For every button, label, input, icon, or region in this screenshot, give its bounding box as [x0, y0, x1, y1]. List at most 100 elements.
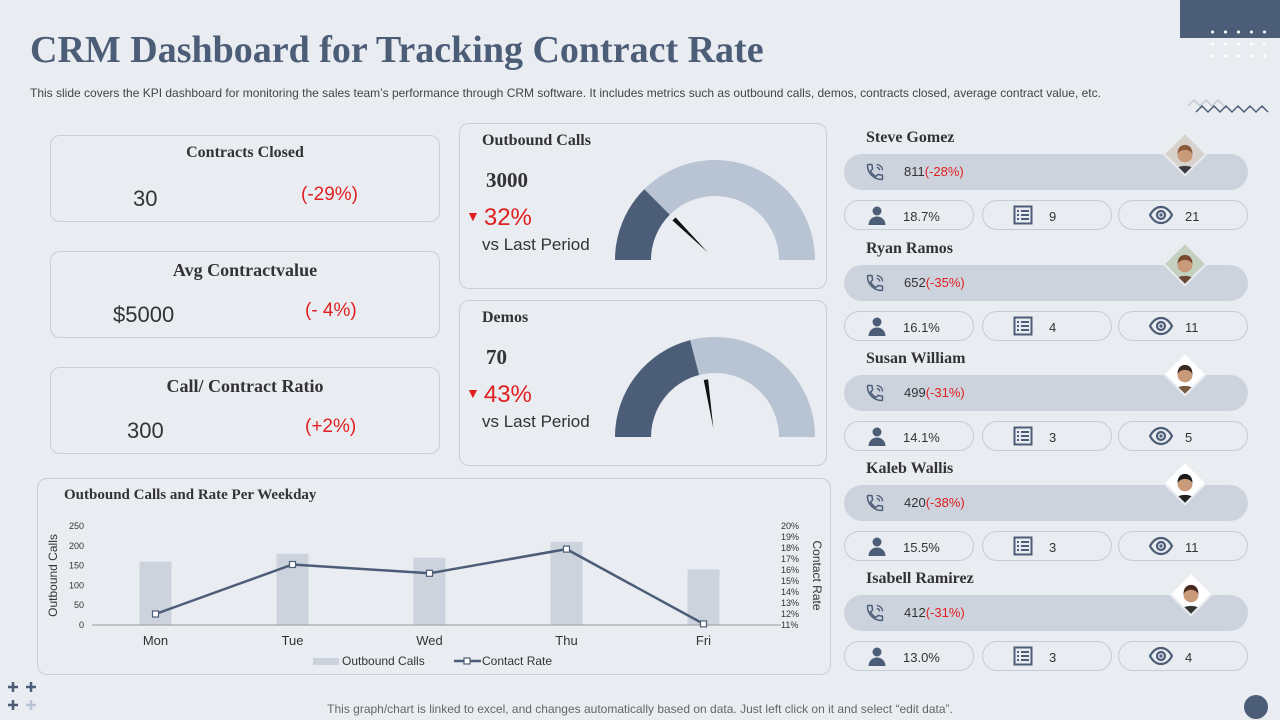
y2-tick-label: 16%	[781, 565, 799, 575]
gauge-card-outbound-calls[interactable]: Outbound Calls 3000 ▼ 32% vs Last Period	[459, 123, 827, 289]
person-views: 11	[1185, 540, 1199, 555]
x-tick-label: Mon	[143, 633, 168, 648]
person-calls: 499(-31%)	[904, 385, 965, 400]
legend-label: Contact Rate	[482, 654, 552, 668]
y2-tick-label: 19%	[781, 532, 799, 542]
gauge-caption: vs Last Period	[482, 412, 590, 431]
person-name: Isabell Ramirez	[866, 570, 974, 587]
person-list-pill[interactable]: 3	[982, 421, 1112, 451]
kpi-card-contracts-closed[interactable]: Contracts Closed 30 (-29%)	[50, 135, 440, 222]
x-tick-label: Wed	[416, 633, 443, 648]
avatar[interactable]	[1162, 241, 1208, 287]
x-tick-label: Tue	[282, 633, 304, 648]
person-list-pill[interactable]: 4	[982, 311, 1112, 341]
person-list-count: 9	[1049, 209, 1057, 224]
y2-tick-label: 13%	[781, 598, 799, 608]
kpi-title: Call/ Contract Ratio	[166, 376, 324, 396]
person-views: 5	[1185, 430, 1193, 445]
gauge-needle	[703, 379, 714, 429]
line-point	[425, 569, 434, 577]
gauge-value: 70	[486, 345, 507, 369]
gauge-title: Outbound Calls	[482, 132, 591, 149]
plus-decoration	[8, 682, 36, 710]
person-list-count: 3	[1049, 540, 1057, 555]
list-icon	[1013, 646, 1033, 671]
kpi-change: (-29%)	[301, 184, 359, 205]
down-triangle-icon: ▼	[466, 208, 480, 224]
person-rate: 14.1%	[903, 430, 940, 445]
footer-note: This graph/chart is linked to excel, and…	[327, 702, 953, 716]
gauge-caption: vs Last Period	[482, 235, 590, 254]
y2-tick-label: 14%	[781, 587, 799, 597]
kpi-title: Contracts Closed	[186, 144, 304, 161]
gauge-fill	[615, 340, 700, 437]
gauge-value: 3000	[486, 168, 528, 192]
person-name: Ryan Ramos	[866, 240, 953, 257]
gauge-title: Demos	[482, 309, 529, 326]
person-views-pill[interactable]: 5	[1118, 421, 1248, 451]
person-list-pill[interactable]: 3	[982, 641, 1112, 671]
person-views-pill[interactable]: 11	[1118, 531, 1248, 561]
y2-axis-label: Contact Rate	[810, 540, 824, 610]
list-icon	[1013, 426, 1033, 451]
y-axis-label: Outbound Calls	[46, 534, 60, 617]
person-calls: 811(-28%)	[904, 164, 964, 179]
avatar[interactable]	[1168, 571, 1214, 617]
line-point	[562, 545, 571, 553]
x-tick-label: Thu	[555, 633, 577, 648]
phone-icon	[864, 162, 886, 187]
gauge-change: ▼ 43%	[466, 381, 532, 408]
person-name: Steve Gomez	[866, 129, 955, 146]
person-views-pill[interactable]: 11	[1118, 311, 1248, 341]
person-views: 21	[1185, 209, 1200, 224]
combo-chart: Outbound Calls Contact Rate 0 50 100 150 200 25…	[46, 521, 824, 668]
kpi-card-call-contract-ratio[interactable]: Call/ Contract Ratio 300 (+2%)	[50, 367, 440, 454]
chart-card-weekday[interactable]: Outbound Calls and Rate Per Weekday Outb…	[37, 478, 831, 675]
line-point	[699, 620, 708, 628]
person-rate-pill[interactable]: 14.1%	[844, 421, 974, 451]
person-list-count: 3	[1049, 650, 1057, 665]
person-rate-pill[interactable]: 18.7%	[844, 200, 974, 230]
person-rate-pill[interactable]: 13.0%	[844, 641, 974, 671]
person-views-pill[interactable]: 21	[1118, 200, 1248, 230]
page-title: CRM Dashboard for Tracking Contract Rate	[30, 29, 764, 71]
y2-tick-label: 17%	[781, 554, 799, 564]
y-tick-label: 150	[69, 561, 84, 571]
person-views-pill[interactable]: 4	[1118, 641, 1248, 671]
person-icon	[867, 646, 887, 671]
person-rate-pill[interactable]: 15.5%	[844, 531, 974, 561]
eye-icon	[1148, 205, 1174, 230]
gauge-chart	[615, 337, 815, 437]
y-tick-label: 250	[69, 521, 84, 531]
y2-tick-label: 11%	[781, 620, 798, 630]
person-name: Susan William	[866, 350, 966, 367]
avatar[interactable]	[1162, 351, 1208, 397]
person-rate: 18.7%	[903, 209, 940, 224]
bar	[687, 569, 720, 625]
person-views: 11	[1185, 320, 1199, 335]
kpi-card-avg-contract-value[interactable]: Avg Contractvalue $5000 (- 4%)	[50, 251, 440, 338]
y-tick-label: 200	[69, 541, 84, 551]
legend-label: Outbound Calls	[342, 654, 425, 668]
down-triangle-icon: ▼	[466, 385, 480, 401]
eye-icon	[1148, 316, 1174, 341]
gauge-card-demos[interactable]: Demos 70 ▼ 43% vs Last Period	[459, 300, 827, 466]
person-list-pill[interactable]: 9	[982, 200, 1112, 230]
kpi-title: Avg Contractvalue	[172, 260, 318, 280]
gauge-fill	[615, 189, 670, 260]
legend-swatch-bar	[313, 658, 339, 665]
y2-tick-label: 18%	[781, 543, 799, 553]
avatar[interactable]	[1162, 131, 1208, 177]
y-tick-label: 50	[74, 600, 84, 610]
eye-icon	[1148, 536, 1174, 561]
chart-title: Outbound Calls and Rate Per Weekday	[64, 487, 317, 503]
avatar[interactable]	[1162, 460, 1208, 506]
person-list-pill[interactable]: 3	[982, 531, 1112, 561]
y2-tick-label: 20%	[781, 521, 799, 531]
gauge-change: ▼ 32%	[466, 204, 532, 231]
phone-icon	[864, 493, 886, 518]
eye-icon	[1148, 646, 1174, 671]
person-calls-pill[interactable]: 811(-28%)	[844, 154, 1248, 190]
person-rate-pill[interactable]: 16.1%	[844, 311, 974, 341]
legend-swatch-marker	[463, 657, 471, 665]
